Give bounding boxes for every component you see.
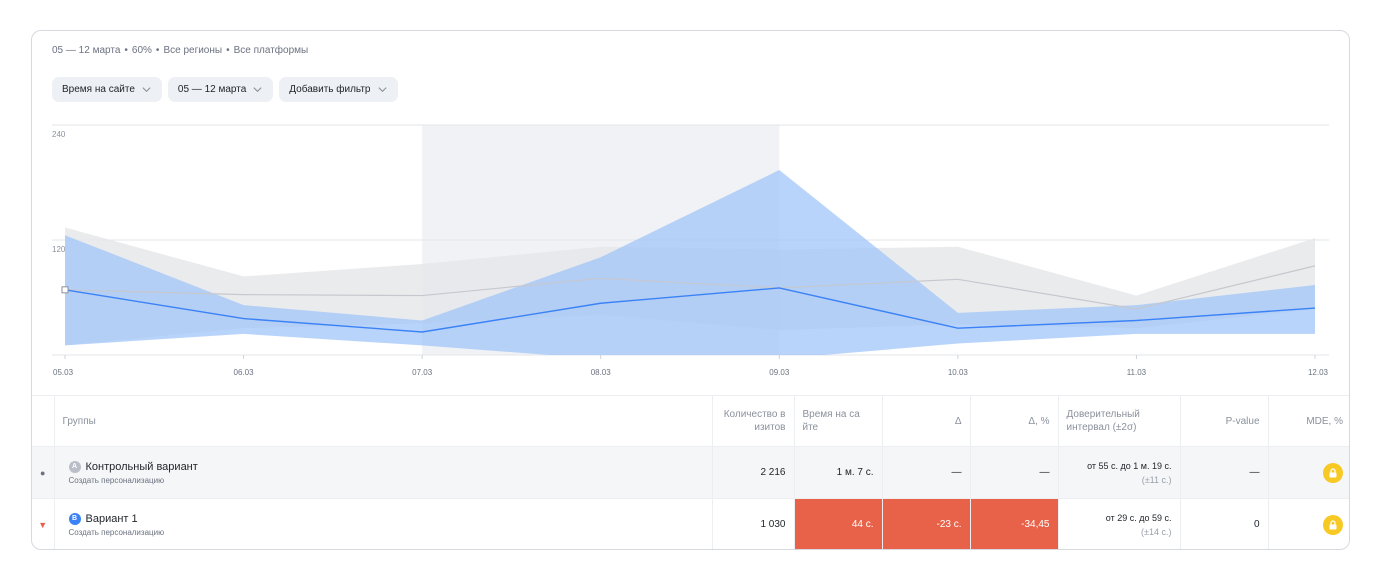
x-tick-label: 07.03 — [412, 368, 433, 377]
add-filter-label: Добавить фильтр — [289, 84, 371, 95]
date-range-dropdown[interactable]: 05 — 12 марта — [167, 77, 274, 102]
header-time[interactable]: Время на са йте — [793, 395, 882, 447]
summary-separator: • — [226, 45, 230, 56]
header-delta-pct[interactable]: Δ, % — [969, 395, 1058, 447]
header-ci-line2: интервал (±2σ) — [1066, 422, 1137, 433]
y-tick-label: 120 — [52, 245, 66, 254]
variant-series-line — [64, 287, 1316, 333]
summary-platforms: Все платформы — [233, 45, 309, 56]
control-series-line — [64, 265, 1316, 310]
x-tick-label: 10.03 — [948, 368, 969, 377]
chevron-down-icon — [253, 87, 262, 93]
ci-sub: (±14 с.) — [1141, 526, 1172, 537]
series-start-point — [61, 286, 69, 294]
ci-value: от 55 с. до 1 м. 19 с. — [1087, 460, 1172, 471]
ci-sub: (±11 с.) — [1141, 474, 1172, 485]
row-marker-dot: ● — [32, 446, 54, 499]
table-header-row: Группы Количество в изитов Время на са й… — [32, 395, 1349, 447]
delta-pct-cell: — — [969, 446, 1058, 499]
group-name: A Контрольный вариант — [68, 460, 704, 473]
group-name-text: Контрольный вариант — [85, 460, 198, 473]
summary-separator: • — [124, 45, 128, 56]
group-badge-b: B — [68, 512, 81, 525]
mde-cell — [1267, 498, 1349, 549]
x-tick-label: 12.03 — [1308, 368, 1329, 377]
header-mde[interactable]: MDE, % — [1267, 395, 1349, 447]
ci-cell: от 55 с. до 1 м. 19 с. (±11 с.) — [1057, 446, 1180, 499]
x-tick-label: 08.03 — [591, 368, 612, 377]
header-visits[interactable]: Количество в изитов — [711, 395, 794, 447]
add-filter-dropdown[interactable]: Добавить фильтр — [279, 77, 398, 102]
summary-regions: Все регионы — [163, 45, 223, 56]
header-ci[interactable]: Доверительный интервал (±2σ) — [1057, 395, 1180, 447]
group-cell: B Вариант 1 Создать персонализацию — [53, 498, 712, 549]
delta-pct-cell: -34,45 — [969, 498, 1058, 549]
metric-filter-label: Время на сайте — [62, 84, 135, 95]
pvalue-cell: 0 — [1179, 498, 1268, 549]
delta-cell: — — [881, 446, 970, 499]
table-row[interactable]: ● A Контрольный вариант Создать персонал… — [32, 446, 1349, 499]
visits-cell: 1 030 — [711, 498, 794, 549]
date-range-label: 05 — 12 марта — [177, 84, 247, 95]
chevron-down-icon — [142, 87, 151, 93]
header-ci-line1: Доверительный — [1066, 409, 1140, 420]
create-personalization-link[interactable]: Создать персонализацию — [68, 475, 165, 485]
y-tick-label: 240 — [52, 130, 66, 139]
x-tick-label: 09.03 — [769, 368, 790, 377]
filter-summary: 05 — 12 марта • 60% • Все регионы • Все платфо… — [52, 45, 308, 56]
pvalue-cell: — — [1179, 446, 1268, 499]
visits-cell: 2 216 — [711, 446, 794, 499]
ci-cell: от 29 с. до 59 с. (±14 с.) — [1057, 498, 1180, 549]
time-cell: 44 с. — [793, 498, 882, 549]
time-on-site-chart[interactable]: 240 120 05.03 06.03 07.03 08.03 09.03 10.03 11.0… — [32, 123, 1350, 393]
group-name: B Вариант 1 — [68, 512, 704, 525]
ci-value: от 29 с. до 59 с. — [1105, 512, 1172, 523]
summary-period: 05 — 12 марта — [52, 45, 121, 56]
table-row[interactable]: ▼ B Вариант 1 Создать персонализацию 1 0… — [32, 498, 1349, 549]
group-badge-a: A — [68, 460, 81, 473]
x-tick-label: 11.03 — [1127, 368, 1147, 377]
header-groups[interactable]: Группы — [53, 395, 712, 447]
x-tick-label: 05.03 — [53, 368, 74, 377]
time-cell: 1 м. 7 с. — [793, 446, 882, 499]
x-tick-label: 06.03 — [234, 368, 255, 377]
header-pvalue[interactable]: P-value — [1179, 395, 1268, 447]
lock-icon[interactable] — [1323, 514, 1343, 535]
header-marker — [32, 395, 54, 447]
delta-cell: -23 с. — [881, 498, 970, 549]
metric-filter-dropdown[interactable]: Время на сайте — [52, 77, 162, 102]
header-delta[interactable]: Δ — [881, 395, 970, 447]
lock-icon[interactable] — [1323, 462, 1343, 483]
results-table: Группы Количество в изитов Время на са й… — [32, 395, 1349, 549]
variant-confidence-band — [65, 170, 1315, 355]
experiment-card: 05 — 12 марта • 60% • Все регионы • Все платфо… — [31, 30, 1350, 550]
summary-percent: 60% — [131, 45, 152, 56]
summary-separator: • — [155, 45, 160, 56]
group-name-text: Вариант 1 — [85, 512, 138, 525]
plot-area — [64, 170, 1316, 355]
filter-bar: Время на сайте 05 — 12 марта Добавить фи… — [52, 77, 398, 102]
mde-cell — [1267, 446, 1349, 499]
row-marker-down: ▼ — [32, 498, 54, 549]
chevron-down-icon — [377, 87, 387, 93]
group-cell: A Контрольный вариант Создать персонализ… — [53, 446, 712, 499]
create-personalization-link[interactable]: Создать персонализацию — [68, 527, 165, 537]
